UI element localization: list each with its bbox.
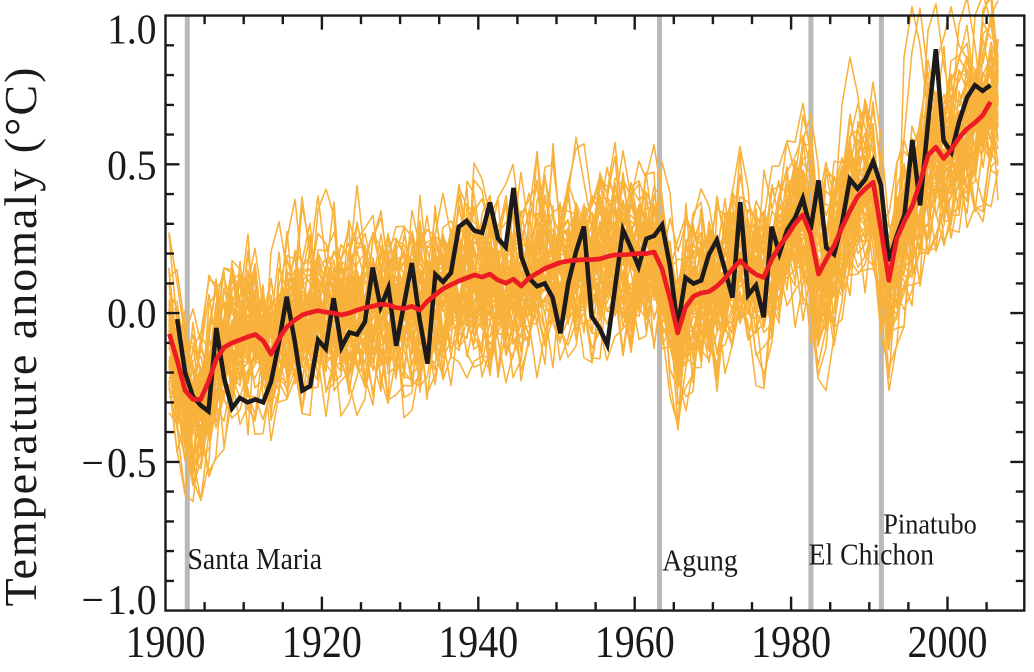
svg-text:1920: 1920	[282, 618, 362, 667]
svg-text:− 0.5: − 0.5	[82, 439, 157, 487]
svg-text:Pinatubo: Pinatubo	[883, 507, 976, 539]
svg-text:1.0: 1.0	[107, 5, 156, 53]
svg-text:Agung: Agung	[662, 544, 737, 577]
svg-text:1900: 1900	[126, 618, 206, 667]
svg-text:0.5: 0.5	[107, 141, 156, 189]
svg-text:2000: 2000	[908, 618, 988, 667]
svg-text:1940: 1940	[438, 618, 518, 667]
svg-text:El Chichon: El Chichon	[809, 538, 935, 571]
svg-text:1960: 1960	[595, 618, 675, 667]
svg-text:Santa Maria: Santa Maria	[188, 543, 323, 576]
svg-text:Temperature anomaly (°C): Temperature anomaly (°C)	[0, 66, 46, 607]
svg-text:1980: 1980	[751, 618, 831, 667]
svg-text:0.0: 0.0	[107, 289, 156, 337]
svg-text:− 1.0: − 1.0	[82, 576, 157, 624]
